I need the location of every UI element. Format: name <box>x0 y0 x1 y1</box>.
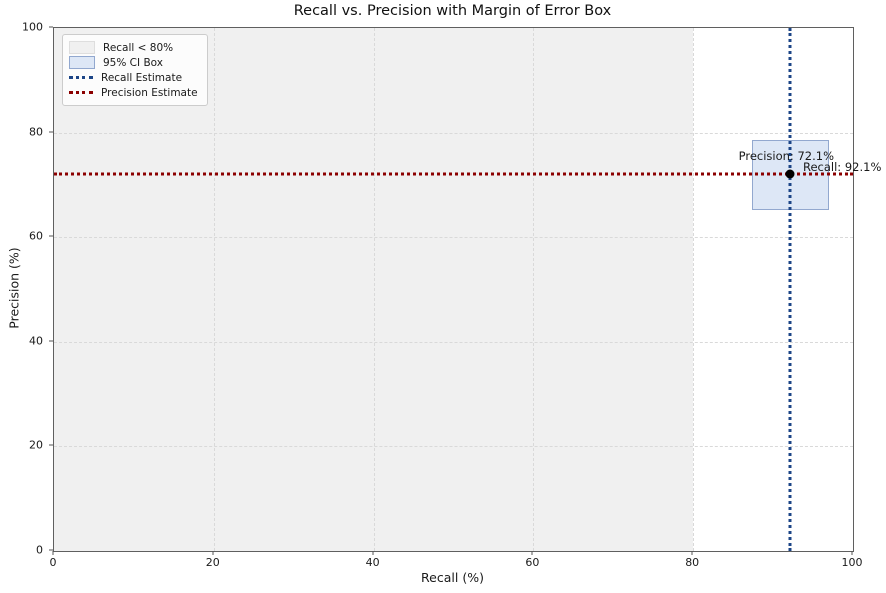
x-tick-mark <box>372 551 374 555</box>
x-tick-label: 0 <box>49 556 57 569</box>
y-axis-ticks: 0 20 40 60 80 100 <box>0 21 53 557</box>
y-tick-label: 60 <box>29 229 43 243</box>
gridline-vertical <box>533 28 535 551</box>
y-tick-mark <box>49 235 53 237</box>
precision-annotation: Precision: 72.1% <box>738 149 834 163</box>
x-tick-mark <box>691 551 693 555</box>
x-tick-mark <box>851 551 853 555</box>
chart-title: Recall vs. Precision with Margin of Erro… <box>293 3 612 19</box>
estimate-point <box>785 169 795 179</box>
gridline-vertical <box>693 28 695 551</box>
legend-label: Recall Estimate <box>101 71 183 84</box>
y-tick-label: 20 <box>29 438 43 452</box>
legend-item-precision-estimate: Precision Estimate <box>69 85 198 100</box>
x-tick-mark <box>531 551 533 555</box>
x-axis-ticks: 0 20 40 60 80 100 <box>49 550 863 570</box>
precision-estimate-line <box>54 172 853 176</box>
x-axis-label: Recall (%) <box>421 570 484 585</box>
y-tick-mark <box>49 26 53 28</box>
y-tick-label: 100 <box>22 20 43 34</box>
gridline-vertical <box>213 28 215 551</box>
x-tick-mark <box>212 551 214 555</box>
y-tick-mark <box>49 444 53 446</box>
legend-swatch-dotted-blue-line <box>69 76 93 79</box>
y-tick-mark <box>49 549 53 551</box>
gridline-horizontal <box>54 132 853 134</box>
y-axis-label: Precision (%) <box>6 247 22 329</box>
gridline-vertical <box>373 28 375 551</box>
y-tick-label: 0 <box>36 543 43 557</box>
y-tick-mark <box>49 131 53 133</box>
x-tick-label: 60 <box>525 556 540 569</box>
x-tick-label: 20 <box>205 556 220 569</box>
gridline-horizontal <box>54 341 853 343</box>
x-tick-label: 40 <box>365 556 380 569</box>
legend-item-shaded-region: Recall < 80% <box>69 40 198 55</box>
legend-label: Precision Estimate <box>101 86 198 99</box>
x-tick-label: 100 <box>841 556 863 569</box>
legend-label: 95% CI Box <box>103 56 163 69</box>
plot-area: Precision: 72.1% Recall: 92.1% Recall < … <box>53 27 881 552</box>
x-tick-mark <box>52 551 54 555</box>
legend-item-ci-box: 95% CI Box <box>69 55 198 70</box>
x-tick-label: 80 <box>685 556 700 569</box>
gridline-horizontal <box>54 237 853 239</box>
legend-swatch-blue-patch <box>69 56 95 69</box>
y-tick-label: 40 <box>29 334 43 348</box>
recall-estimate-line <box>788 28 792 551</box>
recall-annotation: Recall: 92.1% <box>803 160 882 174</box>
gridline-horizontal <box>54 446 853 448</box>
legend-swatch-dotted-darkred-line <box>69 91 93 94</box>
legend-swatch-gray-patch <box>69 41 95 54</box>
legend-item-recall-estimate: Recall Estimate <box>69 70 198 85</box>
y-tick-label: 80 <box>29 125 43 139</box>
y-tick-mark <box>49 340 53 342</box>
legend: Recall < 80% 95% CI Box Recall Estimate … <box>62 34 208 106</box>
legend-label: Recall < 80% <box>103 41 174 54</box>
